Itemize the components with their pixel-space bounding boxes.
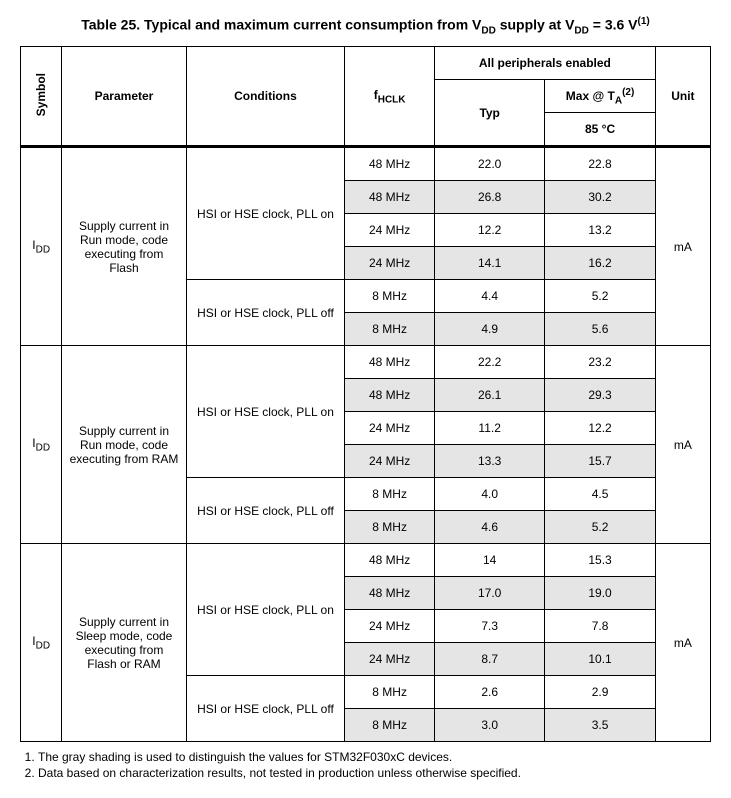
footnotes: The gray shading is used to distinguish … — [20, 750, 711, 780]
cell-freq: 48 MHz — [345, 181, 435, 214]
cell-symbol: IDD — [21, 346, 62, 544]
cell-max: 12.2 — [545, 412, 655, 445]
cell-condition: HSI or HSE clock, PLL on — [186, 147, 345, 280]
col-unit: Unit — [655, 47, 710, 147]
table-header: Symbol Parameter Conditions fHCLK All pe… — [21, 47, 711, 147]
cell-parameter: Supply current in Run mode, code executi… — [62, 147, 186, 346]
cell-typ: 4.0 — [434, 478, 544, 511]
cell-unit: mA — [655, 147, 710, 346]
footnote-item: Data based on characterization results, … — [38, 766, 711, 780]
cell-symbol: IDD — [21, 147, 62, 346]
cell-condition: HSI or HSE clock, PLL off — [186, 676, 345, 742]
cell-typ: 26.1 — [434, 379, 544, 412]
cell-max: 30.2 — [545, 181, 655, 214]
cell-freq: 48 MHz — [345, 379, 435, 412]
cell-unit: mA — [655, 544, 710, 742]
cell-max: 10.1 — [545, 643, 655, 676]
cell-freq: 24 MHz — [345, 214, 435, 247]
cell-typ: 2.6 — [434, 676, 544, 709]
cell-freq: 8 MHz — [345, 280, 435, 313]
cell-max: 3.5 — [545, 709, 655, 742]
cell-freq: 24 MHz — [345, 643, 435, 676]
col-symbol: Symbol — [34, 73, 48, 116]
cell-max: 29.3 — [545, 379, 655, 412]
cell-typ: 11.2 — [434, 412, 544, 445]
col-max: Max @ TA(2) — [545, 80, 655, 113]
cell-typ: 17.0 — [434, 577, 544, 610]
cell-max: 2.9 — [545, 676, 655, 709]
cell-typ: 13.3 — [434, 445, 544, 478]
cell-typ: 26.8 — [434, 181, 544, 214]
cell-parameter: Supply current in Run mode, code executi… — [62, 346, 186, 544]
table-body: IDDSupply current in Run mode, code exec… — [21, 147, 711, 742]
cell-freq: 48 MHz — [345, 544, 435, 577]
cell-max: 5.2 — [545, 511, 655, 544]
cell-max: 5.2 — [545, 280, 655, 313]
cell-max: 19.0 — [545, 577, 655, 610]
col-fhclk: fHCLK — [345, 47, 435, 147]
cell-freq: 24 MHz — [345, 610, 435, 643]
cell-freq: 24 MHz — [345, 247, 435, 280]
cell-typ: 4.4 — [434, 280, 544, 313]
cell-freq: 8 MHz — [345, 478, 435, 511]
cell-typ: 4.6 — [434, 511, 544, 544]
cell-freq: 48 MHz — [345, 346, 435, 379]
cell-max: 4.5 — [545, 478, 655, 511]
cell-typ: 14 — [434, 544, 544, 577]
cell-condition: HSI or HSE clock, PLL on — [186, 346, 345, 478]
col-typ: Typ — [434, 80, 544, 147]
cell-max: 7.8 — [545, 610, 655, 643]
cell-freq: 24 MHz — [345, 445, 435, 478]
cell-max: 16.2 — [545, 247, 655, 280]
footnote-item: The gray shading is used to distinguish … — [38, 750, 711, 764]
cell-freq: 8 MHz — [345, 676, 435, 709]
cell-freq: 48 MHz — [345, 577, 435, 610]
col-max-temp: 85 °C — [545, 113, 655, 147]
col-conditions: Conditions — [186, 47, 345, 147]
cell-freq: 48 MHz — [345, 147, 435, 181]
table-row: IDDSupply current in Run mode, code exec… — [21, 147, 711, 181]
table-row: IDDSupply current in Sleep mode, code ex… — [21, 544, 711, 577]
cell-typ: 14.1 — [434, 247, 544, 280]
cell-typ: 7.3 — [434, 610, 544, 643]
cell-typ: 4.9 — [434, 313, 544, 346]
cell-typ: 8.7 — [434, 643, 544, 676]
cell-condition: HSI or HSE clock, PLL off — [186, 478, 345, 544]
cell-freq: 24 MHz — [345, 412, 435, 445]
current-consumption-table: Symbol Parameter Conditions fHCLK All pe… — [20, 46, 711, 742]
cell-max: 5.6 — [545, 313, 655, 346]
cell-max: 13.2 — [545, 214, 655, 247]
cell-max: 23.2 — [545, 346, 655, 379]
cell-max: 15.3 — [545, 544, 655, 577]
cell-typ: 12.2 — [434, 214, 544, 247]
cell-unit: mA — [655, 346, 710, 544]
cell-typ: 22.0 — [434, 147, 544, 181]
cell-max: 15.7 — [545, 445, 655, 478]
col-group: All peripherals enabled — [434, 47, 655, 80]
col-parameter: Parameter — [62, 47, 186, 147]
cell-freq: 8 MHz — [345, 511, 435, 544]
cell-symbol: IDD — [21, 544, 62, 742]
cell-max: 22.8 — [545, 147, 655, 181]
cell-typ: 3.0 — [434, 709, 544, 742]
cell-freq: 8 MHz — [345, 709, 435, 742]
cell-typ: 22.2 — [434, 346, 544, 379]
table-row: IDDSupply current in Run mode, code exec… — [21, 346, 711, 379]
cell-condition: HSI or HSE clock, PLL on — [186, 544, 345, 676]
cell-parameter: Supply current in Sleep mode, code execu… — [62, 544, 186, 742]
cell-condition: HSI or HSE clock, PLL off — [186, 280, 345, 346]
cell-freq: 8 MHz — [345, 313, 435, 346]
table-title: Table 25. Typical and maximum current co… — [20, 16, 711, 36]
